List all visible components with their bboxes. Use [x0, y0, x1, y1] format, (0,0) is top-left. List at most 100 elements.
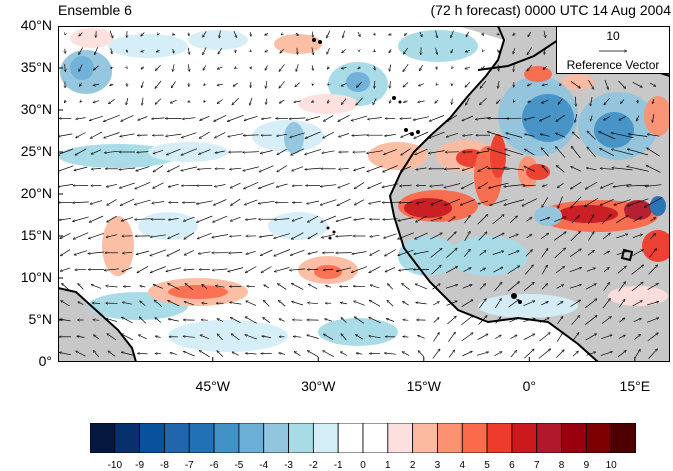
wind-vector	[414, 251, 429, 254]
wind-vector	[235, 49, 236, 53]
wind-vector	[181, 166, 198, 171]
wind-vector	[476, 352, 489, 356]
wind-vector	[384, 249, 396, 257]
wind-vector	[650, 217, 656, 222]
wind-vector	[279, 64, 285, 71]
wind-vector	[243, 152, 260, 153]
wind-vector	[387, 284, 394, 290]
wind-vector	[541, 265, 548, 275]
wind-vector	[353, 286, 366, 287]
wind-vector	[141, 32, 145, 37]
wind-vector	[107, 333, 117, 341]
wind-vector	[263, 317, 271, 323]
wind-vector	[137, 152, 149, 153]
wind-vector	[369, 299, 381, 307]
colorbar-swatch	[263, 422, 289, 454]
wind-vector	[618, 282, 626, 292]
wind-vector	[403, 82, 409, 87]
wind-vector	[527, 64, 533, 71]
wind-vector	[323, 333, 334, 341]
wind-vector	[58, 148, 74, 155]
wind-vector	[204, 84, 206, 86]
wind-vector	[323, 115, 334, 122]
wind-vector	[489, 199, 508, 205]
wind-vector	[110, 84, 114, 85]
wind-vector	[402, 300, 409, 306]
wind-vector	[136, 250, 149, 254]
wind-vector	[355, 334, 364, 340]
wind-vector	[634, 349, 641, 359]
wind-vector	[645, 184, 662, 187]
wind-vector	[462, 115, 474, 121]
wind-vector	[279, 99, 285, 104]
wind-vector	[465, 81, 471, 87]
wind-vector	[119, 167, 136, 170]
wind-vector	[260, 249, 273, 256]
wind-vector	[452, 98, 453, 105]
wind-vector	[202, 65, 207, 71]
wind-vector	[505, 149, 524, 156]
wind-vector	[230, 198, 241, 206]
wind-vector	[419, 64, 423, 71]
wind-vector	[572, 351, 579, 357]
wind-vector	[383, 233, 397, 238]
wind-vector	[417, 101, 425, 102]
wind-vector	[557, 183, 564, 189]
colorbar-swatch	[511, 422, 538, 454]
wind-vector	[524, 165, 536, 172]
wind-vector	[462, 135, 473, 136]
anomaly-blob	[398, 30, 478, 62]
wind-vector	[213, 199, 227, 206]
wind-vector	[508, 251, 519, 256]
wind-vector	[388, 49, 392, 53]
wind-vector	[138, 116, 148, 121]
wind-vector	[276, 133, 288, 136]
wind-vector	[307, 350, 319, 358]
wind-vector	[278, 300, 286, 307]
wind-vector	[196, 215, 213, 222]
wind-vector	[633, 318, 642, 323]
wind-vector	[274, 233, 290, 239]
wind-vector	[250, 97, 253, 106]
colorbar-swatch	[164, 422, 190, 454]
wind-vector	[168, 219, 179, 220]
wind-vector	[507, 265, 520, 274]
wind-vector	[554, 217, 566, 222]
wind-vector	[326, 67, 329, 70]
wind-vector	[570, 166, 582, 172]
wind-vector	[110, 67, 112, 69]
land-south-america	[58, 288, 136, 362]
wind-vector	[464, 231, 471, 242]
wind-vector	[367, 117, 382, 120]
wind-vector	[601, 316, 612, 324]
wind-vector	[121, 316, 133, 324]
wind-vector	[154, 300, 163, 307]
wind-vector	[258, 182, 275, 189]
wind-vector	[569, 267, 582, 273]
wind-vector	[341, 98, 347, 104]
wind-vector	[374, 33, 376, 35]
wind-vector	[416, 303, 427, 305]
wind-vector	[202, 284, 208, 289]
wind-vector	[108, 351, 116, 357]
wind-vector	[166, 267, 182, 272]
wind-vector	[541, 283, 548, 290]
wind-vector	[356, 81, 362, 88]
wind-vector	[600, 182, 614, 188]
colorbar-level-label: 4	[459, 460, 466, 471]
wind-vector	[246, 250, 256, 254]
wind-vector	[76, 117, 86, 120]
wind-vector	[280, 48, 284, 53]
wind-vector	[558, 98, 563, 105]
wind-vector	[478, 200, 489, 204]
wind-vector	[60, 267, 71, 271]
wind-vector	[369, 249, 380, 256]
wind-vector	[198, 149, 211, 155]
wind-vector	[167, 299, 180, 307]
wind-vector	[465, 97, 470, 106]
wind-vector	[433, 301, 439, 306]
wind-vector	[586, 352, 596, 356]
colorbar-level-label: -1	[333, 460, 343, 471]
wind-vector	[65, 34, 66, 35]
wind-vector	[306, 200, 320, 204]
